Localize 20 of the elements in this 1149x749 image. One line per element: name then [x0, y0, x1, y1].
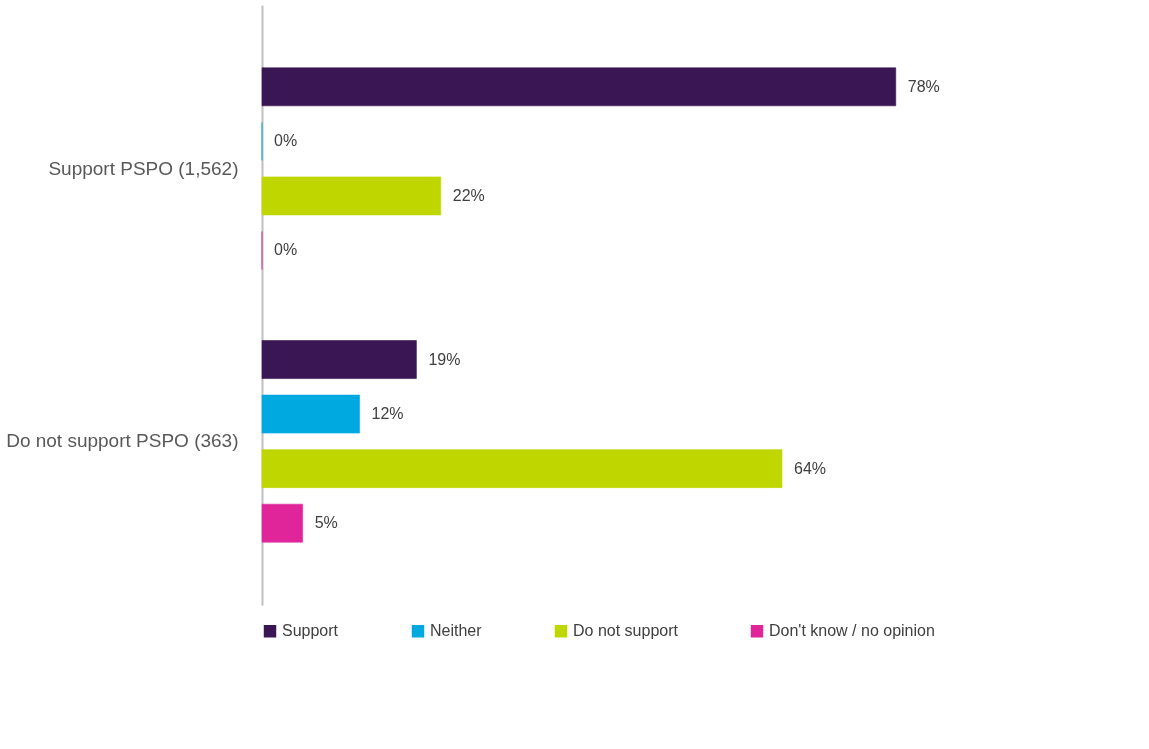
bar — [261, 449, 783, 488]
data-label: 12% — [371, 405, 404, 423]
bar — [261, 176, 442, 216]
data-label: 19% — [428, 350, 461, 368]
legend-label: Do not support — [573, 622, 679, 640]
bar — [261, 340, 417, 379]
legend-label: Support — [282, 622, 339, 640]
y-tick-label: Support PSPO (1,562) — [48, 157, 239, 179]
data-label: 0% — [274, 241, 298, 259]
bar — [261, 503, 303, 543]
data-label: 5% — [314, 514, 338, 532]
legend-label: Neither — [430, 622, 483, 640]
data-label: 78% — [907, 77, 940, 95]
y-tick-label: Do not support PSPO (363) — [6, 430, 239, 452]
data-label: 0% — [274, 132, 298, 150]
bar — [261, 394, 360, 434]
data-label: 22% — [452, 186, 485, 204]
data-label: 64% — [794, 459, 827, 477]
legend-label: Don't know / no opinion — [769, 622, 935, 640]
bar — [261, 67, 897, 107]
